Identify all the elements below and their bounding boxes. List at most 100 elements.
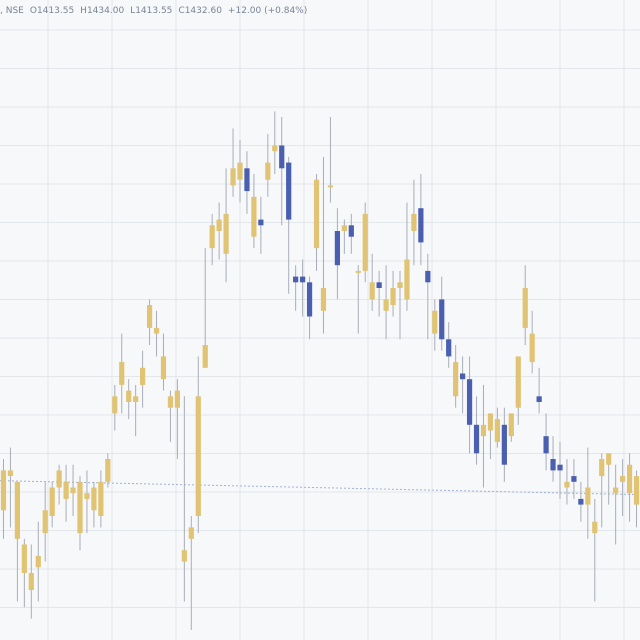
candle [0, 459, 7, 539]
candle [557, 441, 563, 499]
candle-body-up [529, 333, 535, 363]
candle [42, 481, 48, 562]
candle-body-down [286, 162, 292, 220]
candle [28, 544, 34, 619]
change-value: +12.00 (+0.84%) [227, 6, 308, 16]
candle-body-down [550, 459, 556, 471]
reference-line [0, 480, 640, 496]
candle-body-up [49, 487, 55, 516]
candle-body-up [355, 270, 361, 273]
candle-body-up [0, 470, 7, 511]
candle [425, 253, 431, 340]
candle-body-up [362, 213, 368, 271]
candle-body-down [473, 424, 480, 454]
candle-body-down [557, 464, 563, 471]
candle-body-up [453, 362, 459, 397]
open-value: 1413.55 [36, 6, 75, 16]
candle-body-up [112, 396, 118, 414]
candle [146, 299, 153, 345]
candle-body-up [508, 413, 514, 437]
candle-body-down [376, 282, 382, 288]
candle-body-down [536, 396, 542, 402]
candle-body-up [63, 481, 69, 499]
candle [279, 117, 285, 226]
candle [633, 470, 640, 528]
candle-body-up [390, 288, 396, 306]
candle-body-up [515, 356, 521, 408]
candle [14, 481, 20, 602]
candle-body-up [70, 487, 76, 494]
candle [599, 453, 605, 528]
candle [174, 379, 180, 459]
candle [160, 333, 167, 391]
candle-body-down [460, 373, 466, 380]
candle [620, 459, 626, 516]
candle [49, 481, 55, 528]
candle [480, 384, 487, 488]
candle-body-up [119, 362, 125, 385]
candle [140, 350, 146, 408]
candle-body-up [195, 396, 201, 516]
candle [592, 498, 598, 602]
candle [153, 310, 160, 357]
candle [84, 470, 90, 534]
candle-body-up [599, 459, 605, 477]
price-reference-line [0, 480, 640, 496]
candle-body-down [244, 168, 250, 192]
candle [411, 179, 417, 266]
candles [0, 111, 640, 630]
candle-body-up [327, 185, 334, 188]
candle [230, 128, 236, 197]
candle-body-up [140, 367, 146, 385]
candle-body-up [98, 481, 104, 516]
candle [585, 447, 591, 539]
candle-body-up [209, 225, 215, 249]
candle-body-down [571, 476, 577, 482]
candle [70, 464, 76, 516]
candle-body-up [167, 396, 174, 408]
candle [487, 413, 494, 459]
candle-body-down [418, 208, 424, 243]
candle-body-up [84, 493, 90, 499]
candle [494, 407, 500, 448]
candle-body-up [77, 481, 83, 534]
candle [293, 265, 299, 311]
candle-body-up [126, 390, 132, 402]
candle [237, 139, 243, 203]
candle-body-down [279, 145, 285, 169]
candle-body-down [543, 436, 549, 454]
candle [244, 151, 250, 214]
candle [453, 345, 459, 408]
candle-body-up [202, 345, 208, 368]
candle [167, 390, 174, 442]
candle-body-up [146, 305, 153, 328]
candle [216, 202, 222, 260]
candle [300, 259, 306, 317]
candle-body-up [272, 145, 278, 152]
candle [119, 333, 125, 414]
candle [112, 384, 118, 431]
candle-body-up [487, 413, 494, 431]
candle-body-up [174, 390, 180, 408]
candle [334, 208, 340, 300]
candle [501, 407, 507, 482]
candle [446, 322, 452, 368]
candle-body-up [223, 213, 229, 254]
candle [320, 156, 327, 334]
candle [251, 174, 257, 249]
candle [404, 202, 410, 311]
candle-body-up [91, 487, 97, 511]
candle [126, 379, 132, 420]
candle-body-up [341, 225, 347, 231]
candle [98, 470, 104, 528]
candle [272, 111, 278, 174]
candle-body-up [613, 487, 619, 494]
candle [578, 481, 584, 522]
candle-body-up [397, 282, 403, 288]
candle-body-up [626, 464, 633, 494]
candle [376, 270, 382, 317]
candle [35, 521, 41, 602]
candle [313, 174, 320, 271]
